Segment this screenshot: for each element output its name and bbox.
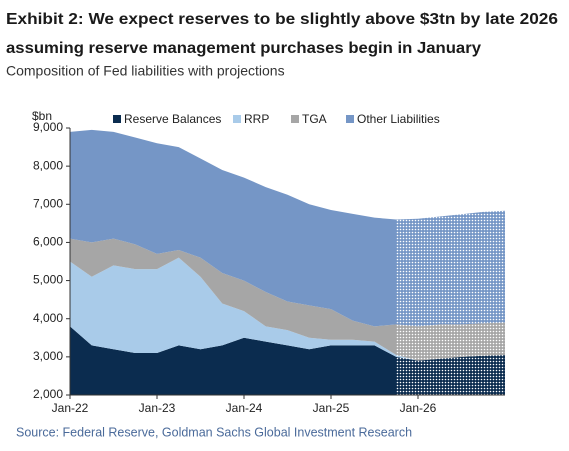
legend-swatch: [346, 115, 354, 123]
legend-swatch: [291, 115, 299, 123]
legend-swatch: [113, 115, 121, 123]
projection-hatch: [396, 128, 505, 395]
x-tick-label: Jan-25: [313, 401, 350, 415]
source: Source: Federal Reserve, Goldman Sachs G…: [16, 425, 412, 439]
chart-title: Exhibit 2: We expect reserves to be slig…: [6, 11, 558, 28]
chart-subtitle: Composition of Fed liabilities with proj…: [6, 63, 285, 79]
y-tick-label: 2,000: [33, 387, 63, 401]
y-axis-label: $bn: [32, 109, 52, 123]
y-tick-label: 3,000: [33, 349, 63, 363]
chart-title: assuming reserve management purchases be…: [6, 40, 481, 57]
y-tick-label: 6,000: [33, 235, 63, 249]
legend-swatch: [233, 115, 241, 123]
legend-label: Reserve Balances: [124, 112, 221, 126]
y-tick-label: 4,000: [33, 311, 63, 325]
x-tick-label: Jan-24: [226, 401, 263, 415]
legend-label: RRP: [244, 112, 269, 126]
y-tick-label: 7,000: [33, 196, 63, 210]
y-tick-label: 5,000: [33, 273, 63, 287]
legend-label: Other Liabilities: [357, 112, 440, 126]
legend-label: TGA: [302, 112, 327, 126]
y-tick-label: 8,000: [33, 158, 63, 172]
y-tick-label: 9,000: [33, 120, 63, 134]
x-tick-label: Jan-22: [52, 401, 89, 415]
x-tick-label: Jan-26: [400, 401, 437, 415]
x-tick-label: Jan-23: [139, 401, 176, 415]
area: [70, 257, 505, 361]
